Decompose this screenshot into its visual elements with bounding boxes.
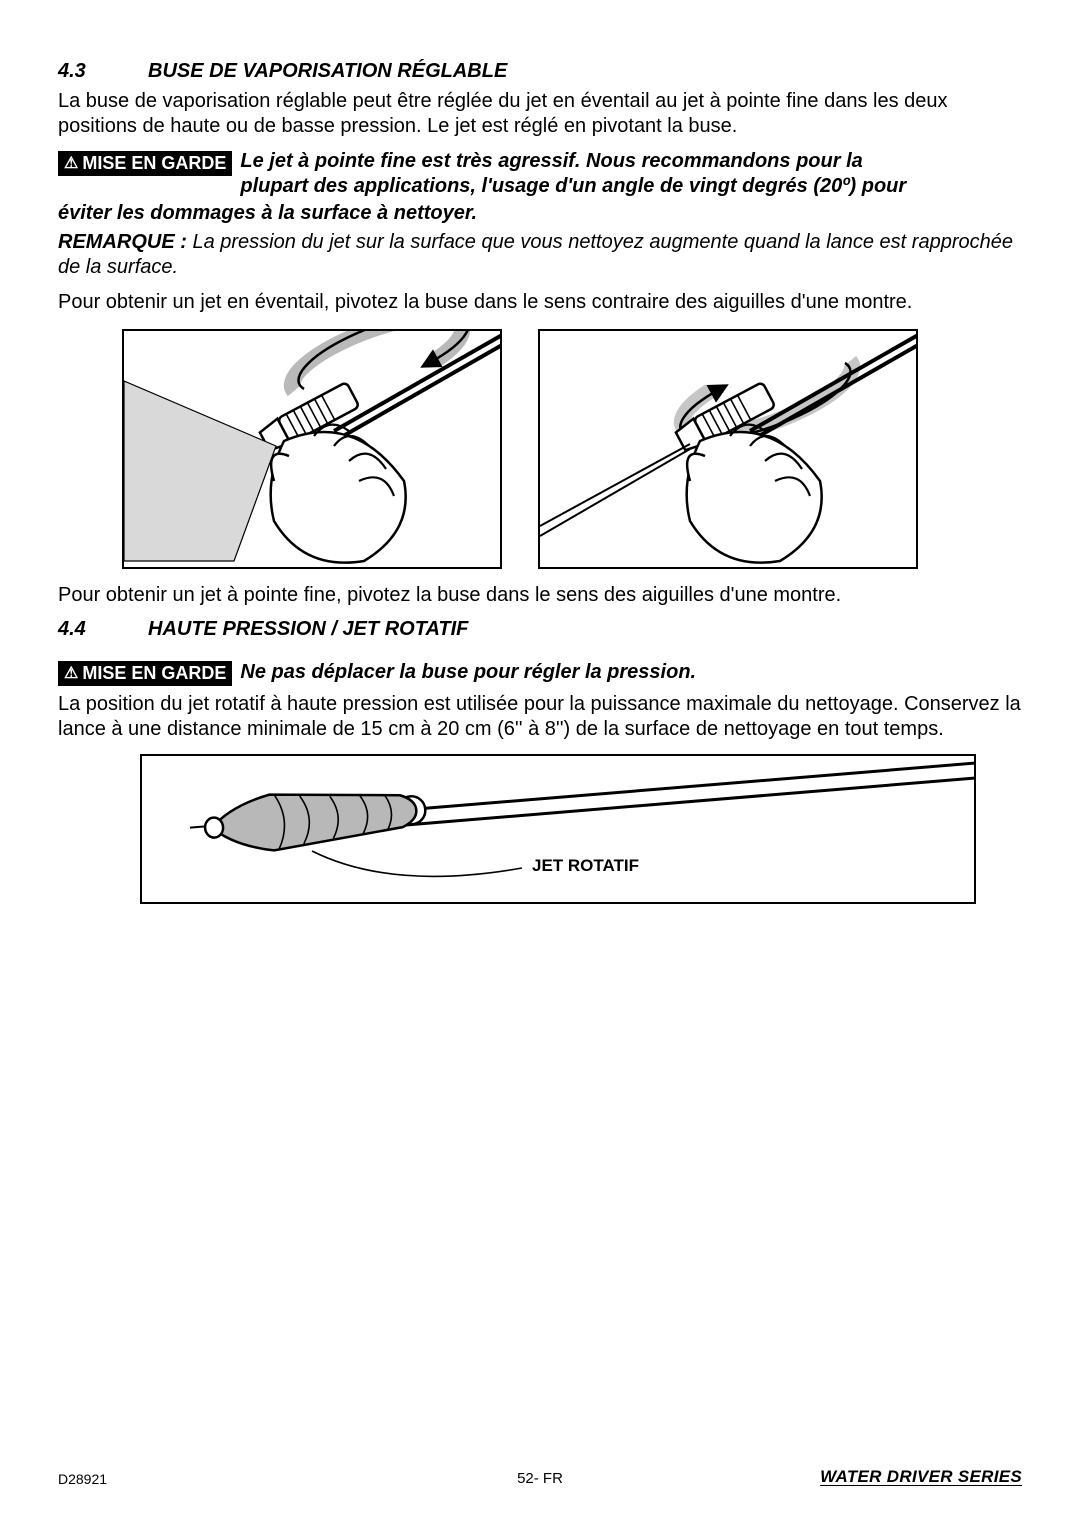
- fan-spray-instruction: Pour obtenir un jet en éventail, pivotez…: [58, 290, 1022, 315]
- figure-jet-rotatif: JET ROTATIF: [140, 754, 976, 904]
- figure-fan-spray: [122, 329, 502, 569]
- page-footer: D28921 52- FR WATER DRIVER SERIES: [58, 1467, 1022, 1487]
- section-4-4-body: La position du jet rotatif à haute press…: [58, 692, 1022, 742]
- footer-doc-id: D28921: [58, 1471, 107, 1487]
- section-4-3-number: 4.3: [58, 60, 148, 83]
- warning-4-4-text: Ne pas déplacer la buse pour régler la p…: [240, 660, 696, 685]
- footer-page-number: 52- FR: [517, 1470, 563, 1487]
- section-4-3-intro: La buse de vaporisation réglable peut êt…: [58, 89, 1022, 139]
- remark-4-3-text: La pression du jet sur la surface que vo…: [58, 231, 1013, 278]
- remark-4-3: REMARQUE : La pression du jet sur la sur…: [58, 230, 1022, 280]
- warning-4-3-line2: plupart des applications, l'usage d'un a…: [240, 174, 906, 199]
- warning-triangle-icon: ⚠: [64, 156, 78, 172]
- warning-badge-4-4-text: MISE EN GARDE: [82, 663, 226, 684]
- warning-4-3-text-block: Le jet à pointe fine est très agressif. …: [240, 149, 906, 199]
- section-4-4-title: HAUTE PRESSION / JET ROTATIF: [148, 618, 468, 640]
- warning-4-3-line1: Le jet à pointe fine est très agressif. …: [240, 149, 906, 174]
- warning-4-4-row: ⚠MISE EN GARDE Ne pas déplacer la buse p…: [58, 659, 1022, 686]
- section-4-3-title: BUSE DE VAPORISATION RÉGLABLE: [148, 60, 507, 82]
- warning-4-3-continuation: éviter les dommages à la surface à netto…: [58, 201, 1022, 226]
- fine-spray-instruction: Pour obtenir un jet à pointe fine, pivot…: [58, 583, 1022, 608]
- footer-brand: WATER DRIVER SERIES: [820, 1467, 1022, 1487]
- figure-point-spray: [538, 329, 918, 569]
- section-4-4-number: 4.4: [58, 618, 148, 641]
- warning-4-3-row: ⚠MISE EN GARDE Le jet à pointe fine est …: [58, 149, 1022, 199]
- warning-badge-4-4: ⚠MISE EN GARDE: [58, 661, 232, 686]
- jet-rotatif-label: JET ROTATIF: [532, 856, 639, 876]
- warning-badge-4-3-text: MISE EN GARDE: [82, 153, 226, 174]
- warning-triangle-icon-2: ⚠: [64, 666, 78, 682]
- remark-4-3-label: REMARQUE :: [58, 231, 187, 253]
- section-4-4-heading: 4.4HAUTE PRESSION / JET ROTATIF: [58, 618, 1022, 641]
- figures-4-3: [122, 329, 1022, 569]
- section-4-3-heading: 4.3BUSE DE VAPORISATION RÉGLABLE: [58, 60, 1022, 83]
- warning-badge-4-3: ⚠MISE EN GARDE: [58, 151, 232, 176]
